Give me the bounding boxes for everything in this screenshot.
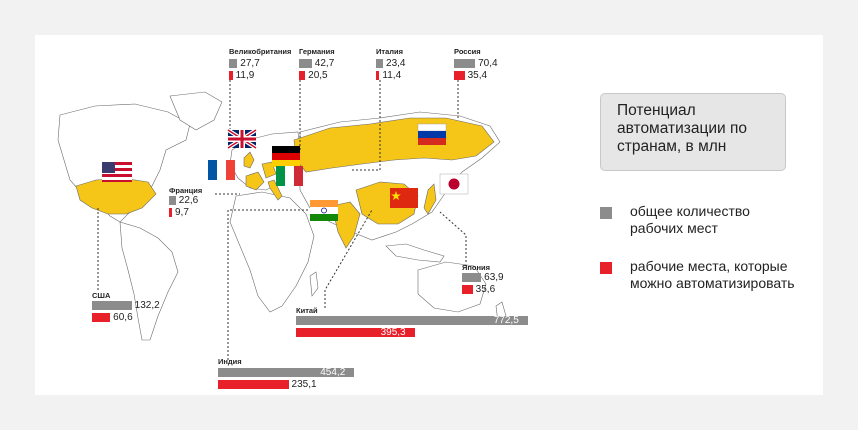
value-label-total: 23,4 <box>386 58 406 69</box>
flag-france <box>208 160 235 180</box>
country-usa <box>75 177 157 215</box>
legend-swatch-total <box>600 207 612 219</box>
bar-total <box>454 59 476 68</box>
land-africa <box>229 191 315 313</box>
flags <box>102 123 469 221</box>
bar-automatable <box>218 380 289 389</box>
bar-total <box>462 273 482 282</box>
country-italy <box>267 179 283 201</box>
flag-uk <box>226 128 258 150</box>
legend-label-automatable: рабочие места, которые можно автоматизир… <box>630 258 795 291</box>
country-japan <box>423 183 437 215</box>
flag-germany <box>272 146 300 167</box>
country-label: Китай <box>296 306 318 315</box>
value-label-automatable: 9,7 <box>175 207 189 218</box>
chart-title-box: Потенциал автоматизации по странам, в мл… <box>600 93 786 171</box>
value-label-automatable: 11,4 <box>382 70 402 81</box>
country-label: Индия <box>218 357 242 366</box>
value-label-total: 772,5 <box>493 315 519 326</box>
bar-automatable <box>92 313 111 322</box>
bar-automatable <box>299 71 306 80</box>
legend-swatch-automatable <box>600 262 612 274</box>
land-madagascar <box>309 271 319 297</box>
country-label: Франция <box>169 186 203 195</box>
country-label: Россия <box>454 47 481 56</box>
country-label: США <box>92 291 111 300</box>
bar-automatable <box>376 71 380 80</box>
value-label-total: 132,2 <box>134 300 160 311</box>
value-label-automatable: 395,3 <box>380 327 406 338</box>
bar-automatable <box>296 328 415 337</box>
country-uk <box>243 151 255 169</box>
value-label-total: 63,9 <box>484 272 504 283</box>
value-label-automatable: 20,5 <box>308 70 328 81</box>
leader-lines <box>97 80 467 360</box>
flag-china <box>390 188 418 208</box>
land-greenland <box>169 91 223 131</box>
bar-automatable <box>454 71 465 80</box>
bar-total <box>229 59 238 68</box>
value-label-total: 454,2 <box>320 367 346 378</box>
value-label-total: 42,7 <box>314 58 335 69</box>
value-label-total: 27,7 <box>240 58 260 69</box>
value-label-automatable: 11,9 <box>235 70 255 81</box>
chart-title: Потенциал автоматизации по странам, в мл… <box>617 102 747 155</box>
bar-automatable <box>462 285 473 294</box>
flag-russia <box>417 123 447 145</box>
country-india <box>331 201 361 249</box>
bar-total <box>92 301 132 310</box>
land-indonesia <box>385 243 445 263</box>
legend-label-total: общее количество рабочих мест <box>630 203 750 236</box>
flag-italy <box>276 166 303 186</box>
value-label-automatable: 35,6 <box>475 284 496 295</box>
flag-japan <box>439 173 469 195</box>
bar-automatable <box>169 208 172 217</box>
country-label: Великобритания <box>229 47 292 56</box>
value-label-total: 70,4 <box>478 58 498 69</box>
value-label-total: 22,6 <box>178 195 199 206</box>
bar-total <box>296 316 528 325</box>
country-label: Япония <box>462 263 491 272</box>
flag-india <box>310 200 338 221</box>
flag-usa <box>102 162 132 182</box>
bar-total <box>169 196 176 205</box>
bar-total <box>376 59 384 68</box>
value-label-automatable: 35,4 <box>467 70 488 81</box>
land-south-america <box>119 221 179 341</box>
bar-total <box>218 368 355 377</box>
country-france <box>245 171 265 191</box>
value-label-automatable: 60,6 <box>113 312 133 323</box>
country-label: Германия <box>299 47 335 56</box>
value-label-automatable: 235,1 <box>291 379 317 390</box>
country-label: Италия <box>376 47 403 56</box>
bar-automatable <box>229 71 233 80</box>
bar-total <box>299 59 312 68</box>
